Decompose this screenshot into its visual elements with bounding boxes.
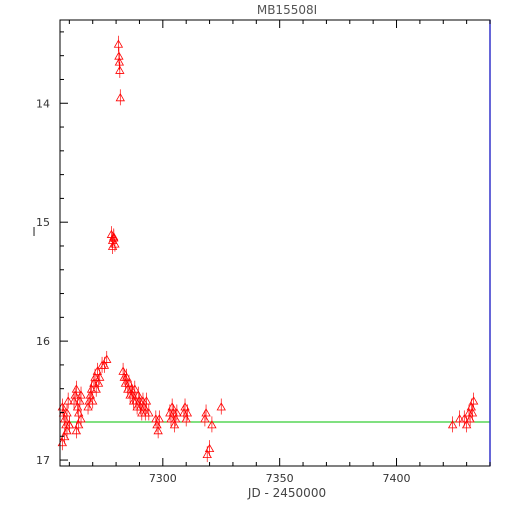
data-point (115, 89, 125, 106)
data-point (70, 386, 80, 403)
data-point (181, 410, 191, 427)
data-point (93, 374, 104, 391)
data-point (118, 362, 128, 379)
data-point (88, 392, 98, 409)
data-point (167, 398, 177, 415)
data-point (75, 392, 85, 409)
data-point (109, 229, 119, 246)
data-point (179, 404, 189, 421)
data-point (200, 410, 210, 427)
data-point (207, 416, 217, 433)
data-point (71, 380, 82, 397)
data-point (204, 440, 215, 457)
data-point (216, 398, 226, 415)
data-point (107, 237, 118, 254)
data-point (153, 422, 163, 439)
data-point (201, 404, 211, 421)
data-point (130, 380, 140, 397)
data-point (169, 416, 180, 433)
data-point (468, 392, 479, 409)
x-tick-label: 7300 (149, 472, 177, 485)
y-tick-label: 14 (36, 97, 50, 110)
data-point (172, 404, 182, 421)
data-point (76, 410, 86, 427)
ticks: 7300 7350 7400 14 15 16 17 (36, 20, 491, 485)
data-point (447, 416, 458, 433)
data-point (454, 410, 465, 427)
data-point (144, 404, 154, 421)
axes (59, 19, 491, 467)
data-point (113, 35, 124, 52)
data-point (114, 47, 124, 64)
data-point (154, 410, 165, 427)
x-tick-label: 7400 (383, 472, 411, 485)
data-point (170, 410, 181, 427)
data-point (168, 404, 179, 421)
y-axis-title: I (32, 225, 36, 239)
data-point (141, 392, 152, 409)
data-point (64, 416, 75, 433)
data-point (62, 404, 72, 421)
data-points (57, 35, 479, 463)
data-point (115, 61, 125, 78)
data-point (83, 398, 93, 415)
data-point (102, 350, 112, 367)
data-point (69, 392, 79, 409)
y-tick-label: 15 (36, 216, 50, 229)
data-point (120, 374, 131, 391)
plot-frame (59, 19, 491, 467)
data-point (95, 368, 105, 385)
data-point (461, 416, 472, 433)
data-point (76, 386, 86, 403)
x-tick-label: 7350 (266, 472, 294, 485)
data-point (133, 386, 143, 403)
x-axis-title: JD - 2450000 (247, 486, 326, 500)
data-point (467, 404, 478, 421)
y-tick-label: 17 (36, 454, 50, 467)
chart-title: MB15508I (257, 3, 317, 17)
y-tick-label: 16 (36, 335, 50, 348)
data-point (182, 404, 193, 421)
data-point (63, 392, 73, 409)
